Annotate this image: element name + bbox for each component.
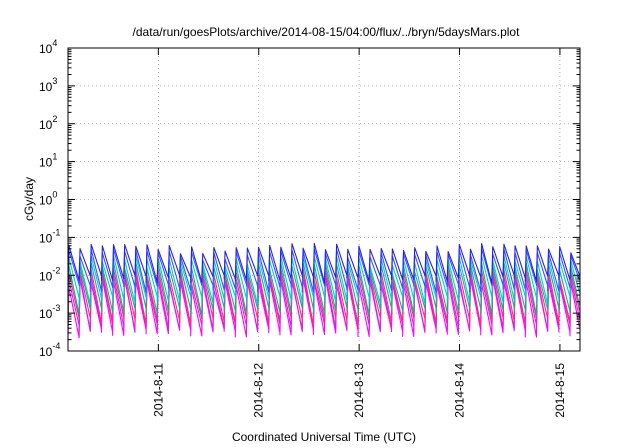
x-axis-label: Coordinated Universal Time (UTC) (232, 430, 416, 444)
y-tick-label: 10-4 (39, 341, 60, 359)
y-tick-label: 10-1 (39, 227, 60, 245)
y-tick-label: 102 (39, 114, 57, 132)
chart-title: /data/run/goesPlots/archive/2014-08-15/0… (133, 25, 521, 39)
series-line (67, 242, 580, 285)
y-tick-label: 100 (39, 190, 57, 208)
y-axis-label: cGy/day (22, 177, 36, 221)
y-tick-label: 103 (39, 76, 57, 94)
y-tick-label: 10-2 (39, 265, 60, 283)
x-tick-label: 2014-8-11 (151, 363, 165, 417)
x-tick-label: 2014-8-13 (352, 363, 366, 418)
data-series (67, 242, 580, 339)
y-tick-label: 10-3 (39, 303, 60, 321)
y-axis: 10-4 10-3 10-2 10-1 100 101 102 103 104 (39, 38, 580, 359)
y-tick-label: 104 (39, 38, 57, 56)
x-tick-label: 2014-8-12 (252, 363, 266, 418)
x-tick-label: 2014-8-15 (553, 363, 567, 418)
x-tick-label: 2014-8-14 (453, 363, 467, 418)
x-axis: 2014-8-11 2014-8-12 2014-8-13 2014-8-14 2014… (151, 48, 567, 418)
y-tick-label: 101 (39, 152, 57, 170)
